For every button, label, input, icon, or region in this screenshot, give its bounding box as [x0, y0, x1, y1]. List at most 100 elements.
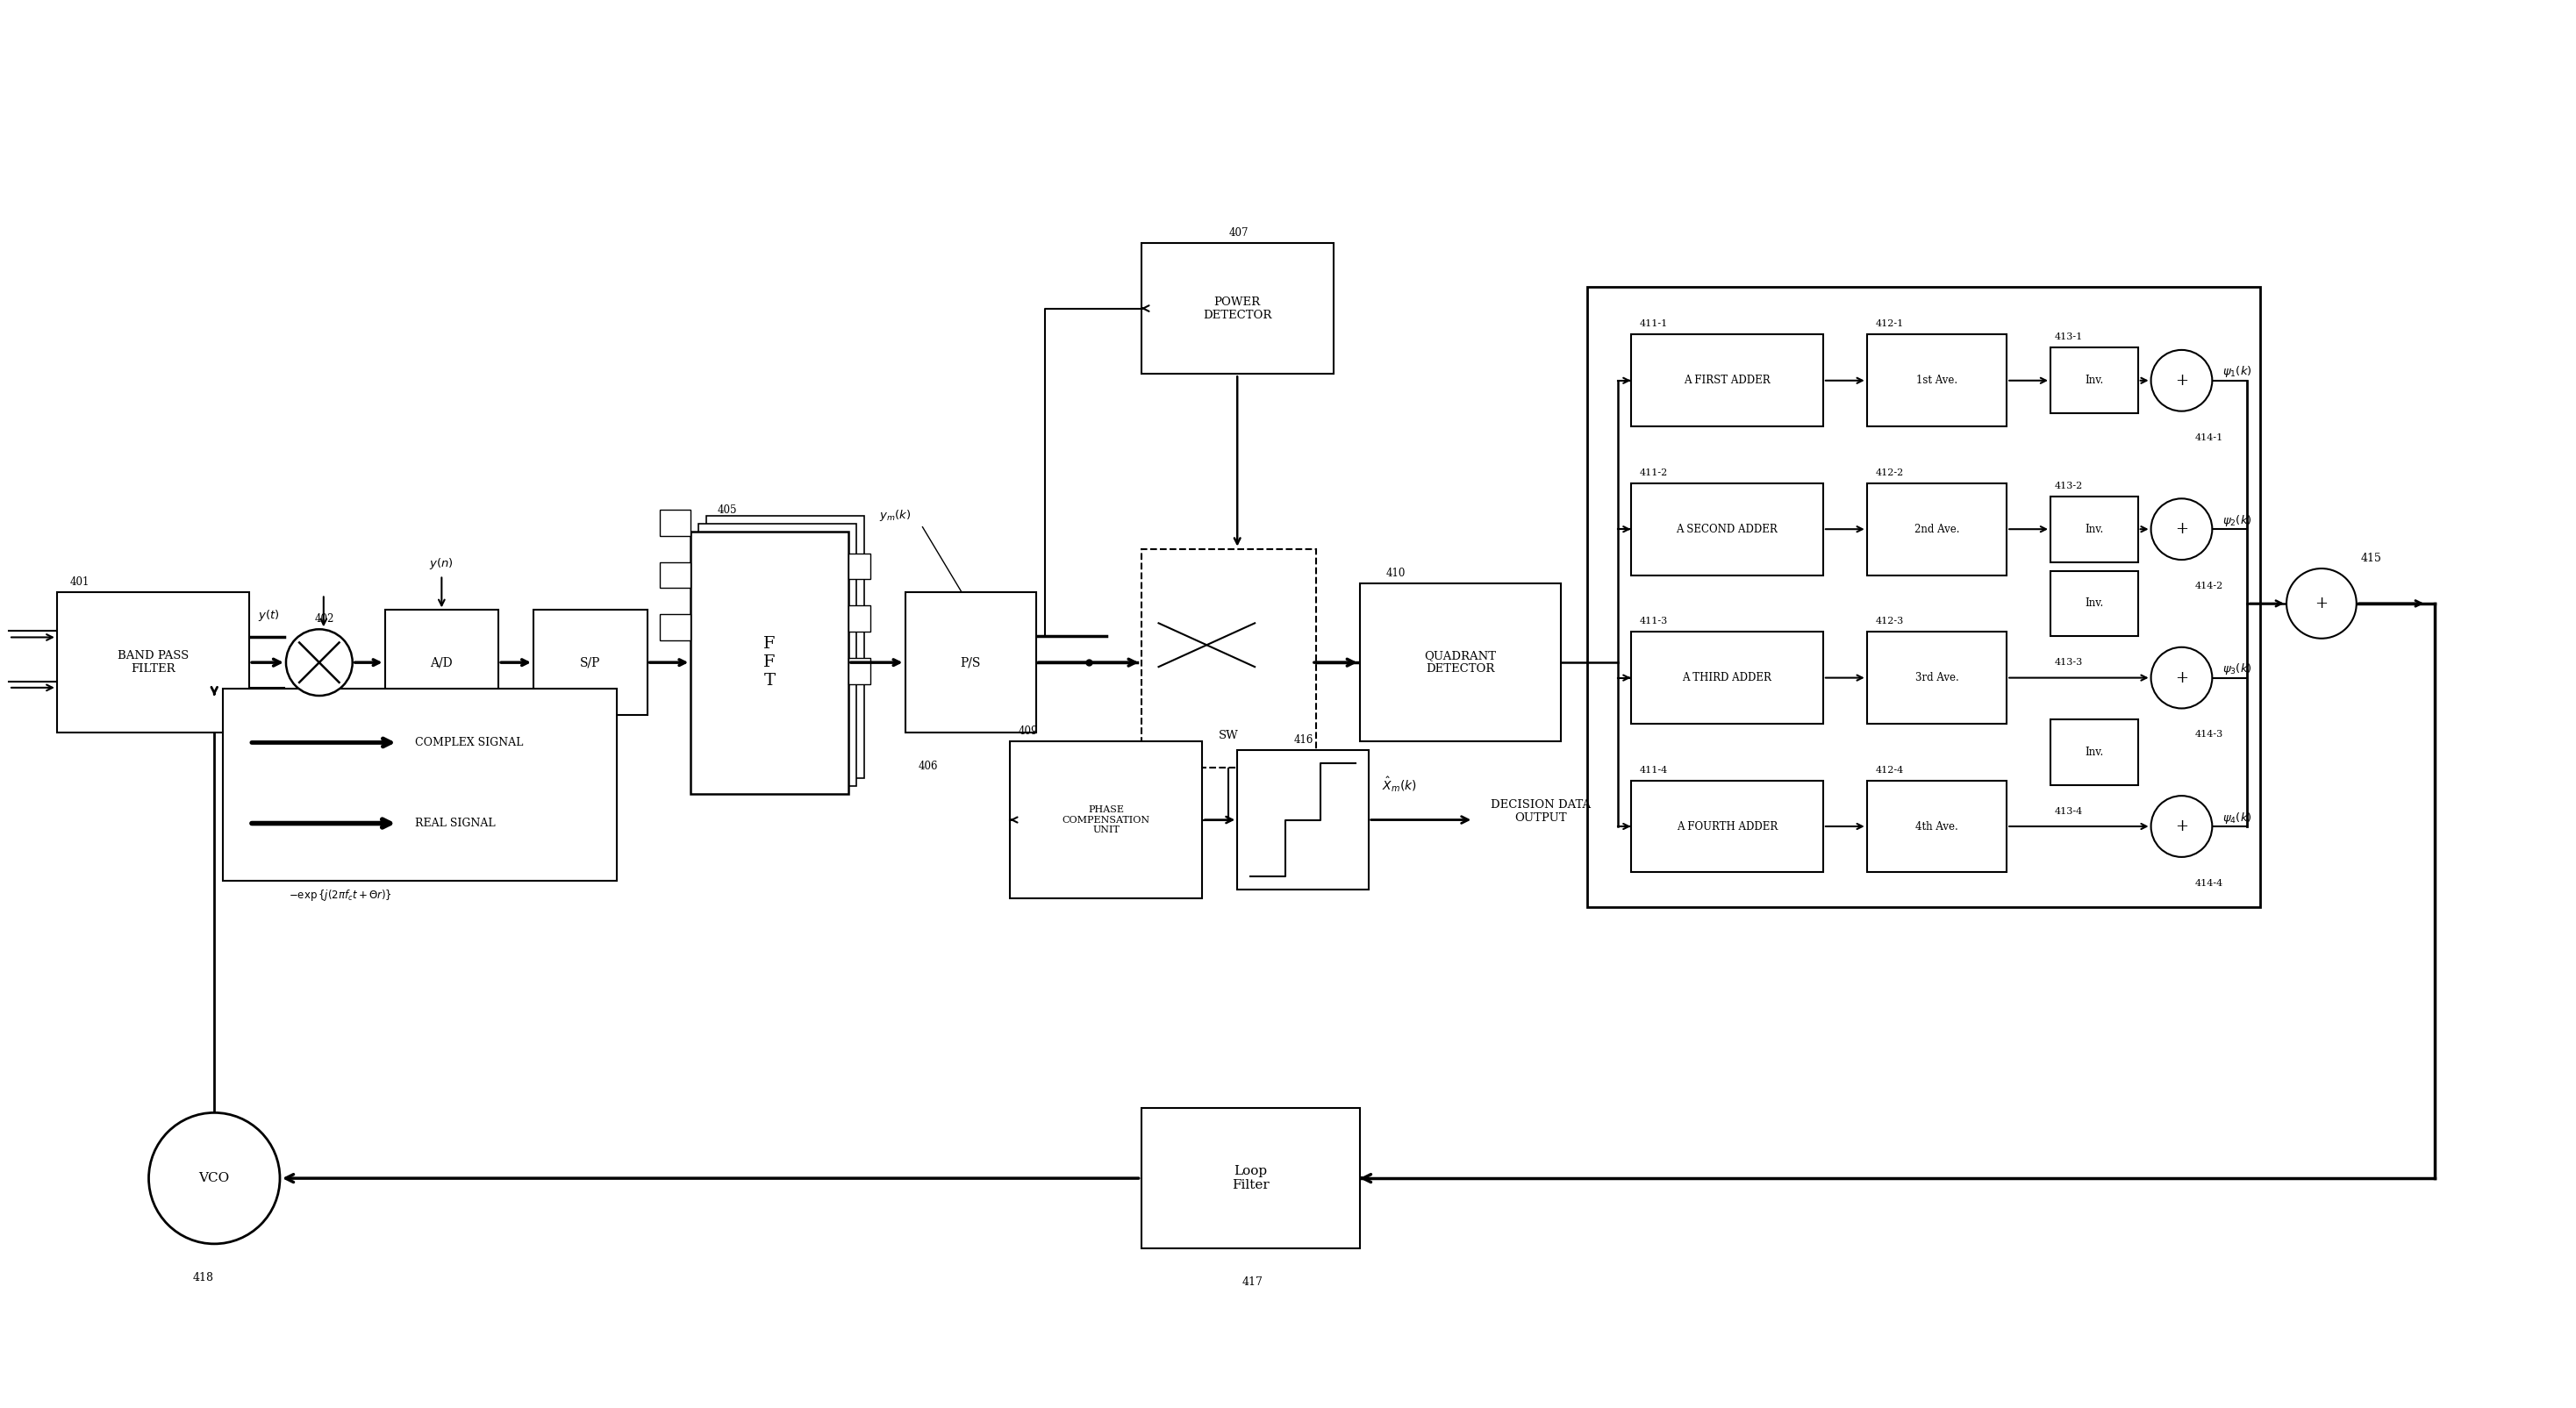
Text: 403: 403: [397, 743, 417, 755]
Text: 411-2: 411-2: [1638, 469, 1667, 477]
Text: 413-3: 413-3: [2056, 658, 2084, 667]
Text: 416: 416: [1293, 734, 1314, 745]
FancyBboxPatch shape: [698, 524, 855, 786]
Text: 413-1: 413-1: [2056, 332, 2084, 342]
FancyBboxPatch shape: [904, 593, 1036, 732]
FancyBboxPatch shape: [384, 610, 500, 715]
FancyBboxPatch shape: [1631, 335, 1824, 427]
FancyBboxPatch shape: [690, 531, 848, 794]
FancyBboxPatch shape: [659, 614, 690, 641]
FancyBboxPatch shape: [848, 605, 871, 632]
Circle shape: [2287, 569, 2357, 638]
Text: $-\exp\{j(2\pi f_c t+\Theta r)\}$: $-\exp\{j(2\pi f_c t+\Theta r)\}$: [289, 888, 392, 903]
Text: COMPLEX SIGNAL: COMPLEX SIGNAL: [415, 736, 523, 748]
Text: DECISION DATA
OUTPUT: DECISION DATA OUTPUT: [1492, 798, 1592, 824]
FancyBboxPatch shape: [1141, 1108, 1360, 1249]
Text: +: +: [2174, 670, 2187, 686]
Text: 408: 408: [1149, 796, 1170, 807]
Circle shape: [149, 1112, 281, 1243]
Text: REAL SIGNAL: REAL SIGNAL: [415, 818, 495, 829]
FancyBboxPatch shape: [1587, 287, 2259, 907]
Text: SW: SW: [1218, 729, 1239, 741]
FancyBboxPatch shape: [1631, 780, 1824, 873]
Text: Inv.: Inv.: [2084, 375, 2105, 386]
Text: 417: 417: [1242, 1276, 1262, 1287]
Circle shape: [286, 629, 353, 696]
Text: +: +: [2174, 373, 2187, 389]
Text: P/S: P/S: [961, 656, 981, 669]
Text: Inv.: Inv.: [2084, 746, 2105, 758]
Text: BAND PASS
FILTER: BAND PASS FILTER: [118, 650, 188, 674]
FancyBboxPatch shape: [1141, 242, 1334, 375]
Text: $\psi_2(k)$: $\psi_2(k)$: [2223, 513, 2251, 528]
Text: 412-4: 412-4: [1875, 766, 1904, 774]
Text: 1st Ave.: 1st Ave.: [1917, 375, 1958, 386]
Text: 414-2: 414-2: [2195, 582, 2223, 590]
FancyBboxPatch shape: [533, 610, 647, 715]
FancyBboxPatch shape: [57, 593, 250, 732]
Text: $y_m(k)$: $y_m(k)$: [878, 508, 912, 522]
Text: +: +: [2174, 818, 2187, 835]
FancyBboxPatch shape: [2050, 570, 2138, 636]
FancyBboxPatch shape: [224, 689, 616, 881]
FancyBboxPatch shape: [659, 510, 690, 535]
FancyBboxPatch shape: [1236, 750, 1368, 890]
FancyBboxPatch shape: [1141, 549, 1316, 767]
Text: 401: 401: [70, 577, 90, 589]
Text: 412-1: 412-1: [1875, 320, 1904, 328]
Text: 4th Ave.: 4th Ave.: [1917, 821, 1958, 832]
Circle shape: [2151, 796, 2213, 857]
Text: $y(n)$: $y(n)$: [430, 556, 453, 570]
Text: $y(t)$: $y(t)$: [258, 608, 278, 624]
Text: 412-3: 412-3: [1875, 617, 1904, 625]
Circle shape: [2151, 648, 2213, 708]
Text: 415: 415: [2360, 553, 2383, 565]
Text: F
F
T: F F T: [762, 636, 775, 689]
Text: $\psi_3(k)$: $\psi_3(k)$: [2223, 662, 2251, 676]
FancyBboxPatch shape: [1868, 483, 2007, 574]
Circle shape: [2151, 498, 2213, 560]
Text: 3rd Ave.: 3rd Ave.: [1914, 672, 1958, 683]
Text: 411-4: 411-4: [1638, 766, 1667, 774]
Text: 411-1: 411-1: [1638, 320, 1667, 328]
Text: 413-2: 413-2: [2056, 482, 2084, 490]
Text: Inv.: Inv.: [2084, 524, 2105, 535]
Text: 418: 418: [193, 1271, 214, 1283]
Text: 412-2: 412-2: [1875, 469, 1904, 477]
Text: QUADRANT
DETECTOR: QUADRANT DETECTOR: [1425, 650, 1497, 674]
Text: +: +: [2174, 521, 2187, 536]
Text: 409: 409: [1018, 725, 1038, 736]
Text: A SECOND ADDER: A SECOND ADDER: [1677, 524, 1777, 535]
Text: Inv.: Inv.: [2084, 598, 2105, 610]
FancyBboxPatch shape: [1868, 632, 2007, 724]
FancyBboxPatch shape: [1631, 632, 1824, 724]
Text: +: +: [2316, 596, 2329, 611]
Text: 2nd Ave.: 2nd Ave.: [1914, 524, 1960, 535]
Text: 405: 405: [716, 504, 737, 515]
Text: 410: 410: [1386, 567, 1406, 580]
Text: $\psi_1(k)$: $\psi_1(k)$: [2223, 365, 2251, 379]
FancyBboxPatch shape: [1010, 741, 1203, 898]
FancyBboxPatch shape: [2050, 497, 2138, 562]
Text: $\hat{X}_m(k)$: $\hat{X}_m(k)$: [1381, 774, 1417, 794]
Text: A/D: A/D: [430, 656, 453, 669]
Text: 414-4: 414-4: [2195, 879, 2223, 887]
Text: 404: 404: [546, 743, 567, 755]
Text: $\psi_4(k)$: $\psi_4(k)$: [2223, 810, 2251, 825]
FancyBboxPatch shape: [1868, 780, 2007, 873]
Text: PHASE
COMPENSATION
UNIT: PHASE COMPENSATION UNIT: [1061, 805, 1149, 835]
Text: 407: 407: [1229, 227, 1249, 238]
FancyBboxPatch shape: [2050, 348, 2138, 414]
Text: A THIRD ADDER: A THIRD ADDER: [1682, 672, 1772, 683]
FancyBboxPatch shape: [706, 515, 863, 777]
Text: A FIRST ADDER: A FIRST ADDER: [1685, 375, 1770, 386]
Text: 414-3: 414-3: [2195, 731, 2223, 739]
Circle shape: [2151, 351, 2213, 411]
Text: 411-3: 411-3: [1638, 617, 1667, 625]
Text: A FOURTH ADDER: A FOURTH ADDER: [1677, 821, 1777, 832]
Text: 414-1: 414-1: [2195, 434, 2223, 442]
Text: 413-4: 413-4: [2056, 807, 2084, 815]
Text: POWER
DETECTOR: POWER DETECTOR: [1203, 296, 1273, 321]
FancyBboxPatch shape: [659, 562, 690, 589]
Text: S/P: S/P: [580, 656, 600, 669]
